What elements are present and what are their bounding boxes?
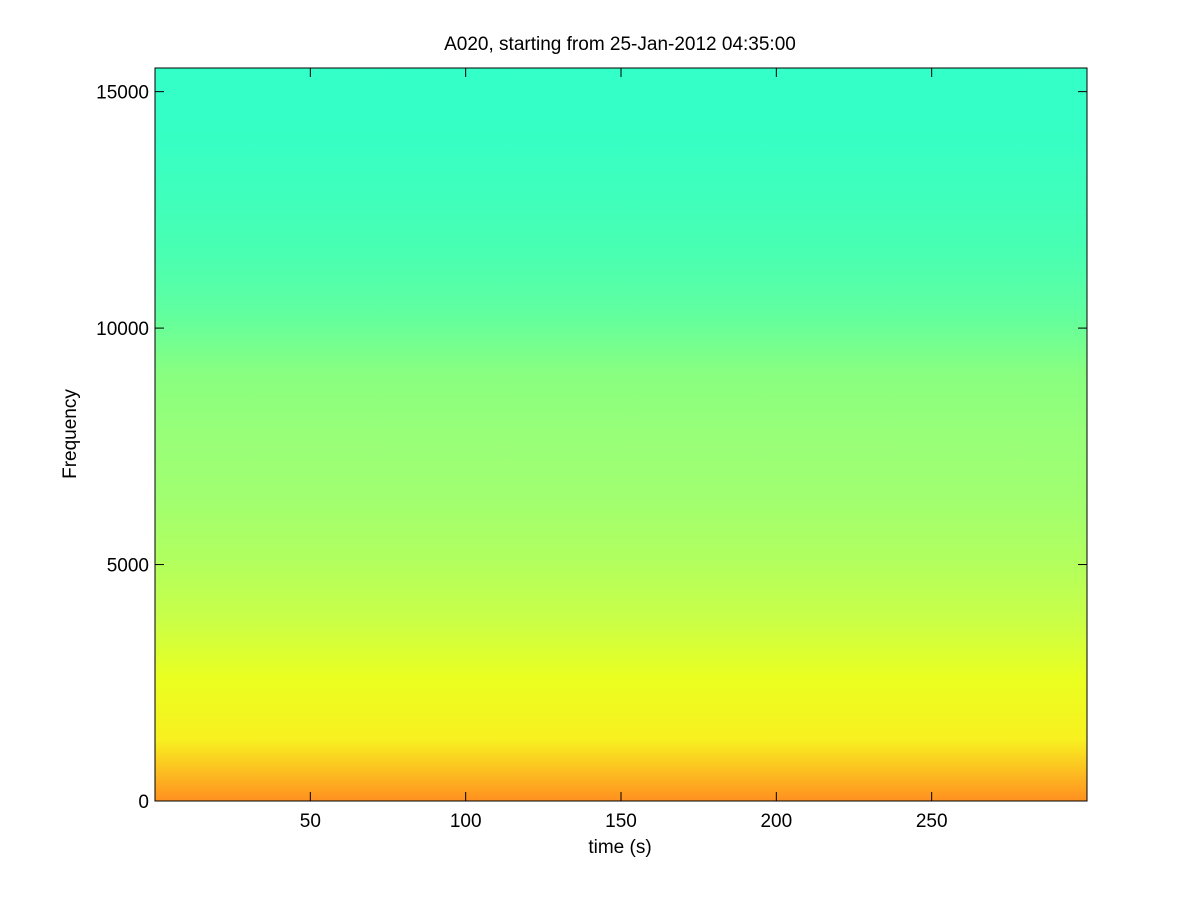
y-tick-label: 10000 — [96, 319, 149, 340]
chart-title: A020, starting from 25-Jan-2012 04:35:00 — [444, 34, 796, 55]
x-tick-label: 250 — [916, 811, 948, 832]
spectrogram — [155, 68, 1087, 801]
y-axis-label: Frequency — [60, 389, 81, 479]
x-axis-label: time (s) — [588, 837, 651, 858]
x-tick-label: 100 — [450, 811, 482, 832]
y-tick-label: 0 — [138, 792, 149, 813]
y-tick-label: 5000 — [107, 556, 149, 577]
x-tick-label: 150 — [605, 811, 637, 832]
x-tick-label: 50 — [300, 811, 321, 832]
y-tick-label: 15000 — [96, 83, 149, 104]
x-tick-label: 200 — [760, 811, 792, 832]
